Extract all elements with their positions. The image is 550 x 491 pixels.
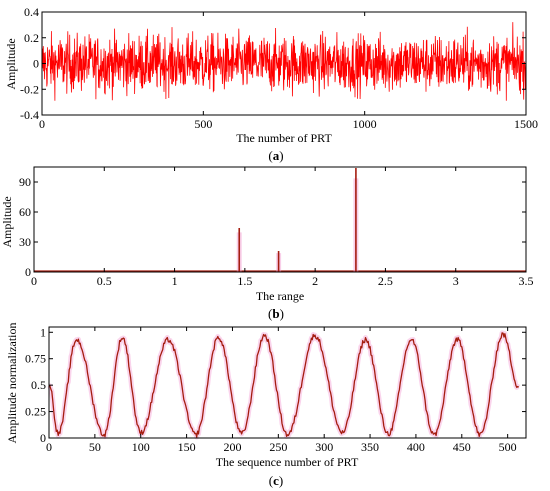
chart-b: 0 0.5 1 1.5 2 2.5 3 3.5 0 30 60 90 Amplitude The ra… bbox=[0, 166, 534, 321]
chart-b-ytick-label: 0 bbox=[25, 265, 31, 279]
chart-b-ytick-label: 90 bbox=[19, 175, 31, 189]
chart-a-ylabel: Amplitude bbox=[4, 38, 18, 89]
chart-c-series-line bbox=[48, 332, 520, 438]
chart-c-xtick-label: 400 bbox=[407, 440, 425, 454]
chart-a: 0 500 1000 1500 -0.4 -0.2 0 0.2 0.4 Amplitude Th… bbox=[4, 5, 538, 163]
chart-a-ytick-label: 0 bbox=[33, 57, 39, 71]
chart-b-xtick-label: 2 bbox=[312, 274, 318, 288]
chart-c-xtick-label: 150 bbox=[178, 440, 196, 454]
chart-c-ytick-label: 0.25 bbox=[25, 405, 46, 419]
chart-c-xlabel: The sequence number of PRT bbox=[216, 455, 359, 469]
chart-c-panel-letter: c bbox=[273, 473, 279, 488]
chart-a-xtick-label: 1500 bbox=[514, 117, 538, 131]
chart-b-ytick-label: 60 bbox=[19, 205, 31, 219]
chart-c-xtick-label: 450 bbox=[453, 440, 471, 454]
chart-b-xtick-label: 0.5 bbox=[97, 274, 112, 288]
chart-a-xtick-label: 0 bbox=[39, 117, 45, 131]
chart-a-ytick-label: -0.2 bbox=[20, 82, 39, 96]
chart-a-series-line bbox=[41, 22, 527, 101]
chart-a-panel-label: (a) bbox=[268, 148, 283, 163]
chart-b-xtick-label: 3 bbox=[453, 274, 459, 288]
chart-c-plot bbox=[47, 330, 521, 440]
chart-b-panel-letter: b bbox=[272, 306, 279, 321]
chart-c-ytick-label: 0.75 bbox=[25, 352, 46, 366]
chart-b-xtick-label: 2.5 bbox=[378, 274, 393, 288]
chart-b-xlabel: The range bbox=[256, 289, 304, 303]
chart-c-ytick-label: 0 bbox=[40, 431, 46, 445]
chart-c-xtick-label: 50 bbox=[89, 440, 101, 454]
chart-b-xtick-label: 3.5 bbox=[519, 274, 534, 288]
chart-b-xtick-label: 1.5 bbox=[237, 274, 252, 288]
chart-b-frame bbox=[33, 166, 527, 273]
chart-a-ytick-label: -0.4 bbox=[20, 108, 39, 122]
chart-b-ylabel: Amplitude bbox=[0, 196, 14, 247]
chart-c-xtick-label: 100 bbox=[132, 440, 150, 454]
chart-c-xtick-label: 350 bbox=[361, 440, 379, 454]
chart-c-xtick-label: 0 bbox=[46, 440, 52, 454]
chart-c-ytick-label: 0.5 bbox=[31, 378, 46, 392]
chart-a-xtick-label: 500 bbox=[194, 117, 212, 131]
chart-c-xtick-label: 200 bbox=[223, 440, 241, 454]
chart-c-series-glow bbox=[47, 330, 521, 440]
chart-b-ytick-label: 30 bbox=[19, 235, 31, 249]
chart-c-frame bbox=[48, 326, 527, 439]
chart-c: 0 50 100 150 200 250 300 350 400 450 500 0 0.25 0.5 0.… bbox=[5, 323, 527, 488]
chart-a-panel-letter: a bbox=[273, 148, 280, 163]
chart-c-xtick-label: 500 bbox=[499, 440, 517, 454]
chart-c-panel-label: (c) bbox=[269, 473, 283, 488]
chart-a-xtick-label: 1000 bbox=[353, 117, 377, 131]
chart-c-ylabel: Amplitude normalization bbox=[5, 323, 19, 444]
chart-c-ticks: 0 50 100 150 200 250 300 350 400 450 500 0 0.25 0.5 0.… bbox=[25, 325, 526, 454]
chart-c-xtick-label: 250 bbox=[269, 440, 287, 454]
chart-a-ticks: 0 500 1000 1500 -0.4 -0.2 0 0.2 0.4 bbox=[20, 5, 538, 131]
chart-b-plot bbox=[34, 168, 526, 272]
chart-a-ytick-label: 0.2 bbox=[24, 31, 39, 45]
chart-b-panel-label: (b) bbox=[268, 306, 284, 321]
chart-b-ticks: 0 0.5 1 1.5 2 2.5 3 3.5 0 30 60 90 bbox=[19, 167, 534, 288]
chart-a-xlabel: The number of PRT bbox=[236, 131, 332, 145]
chart-c-xtick-label: 300 bbox=[315, 440, 333, 454]
chart-c-ytick-label: 1 bbox=[40, 325, 46, 339]
chart-b-xtick-label: 0 bbox=[31, 274, 37, 288]
chart-b-xtick-label: 1 bbox=[172, 274, 178, 288]
chart-a-ytick-label: 0.4 bbox=[24, 5, 39, 19]
chart-a-plot bbox=[41, 22, 527, 101]
